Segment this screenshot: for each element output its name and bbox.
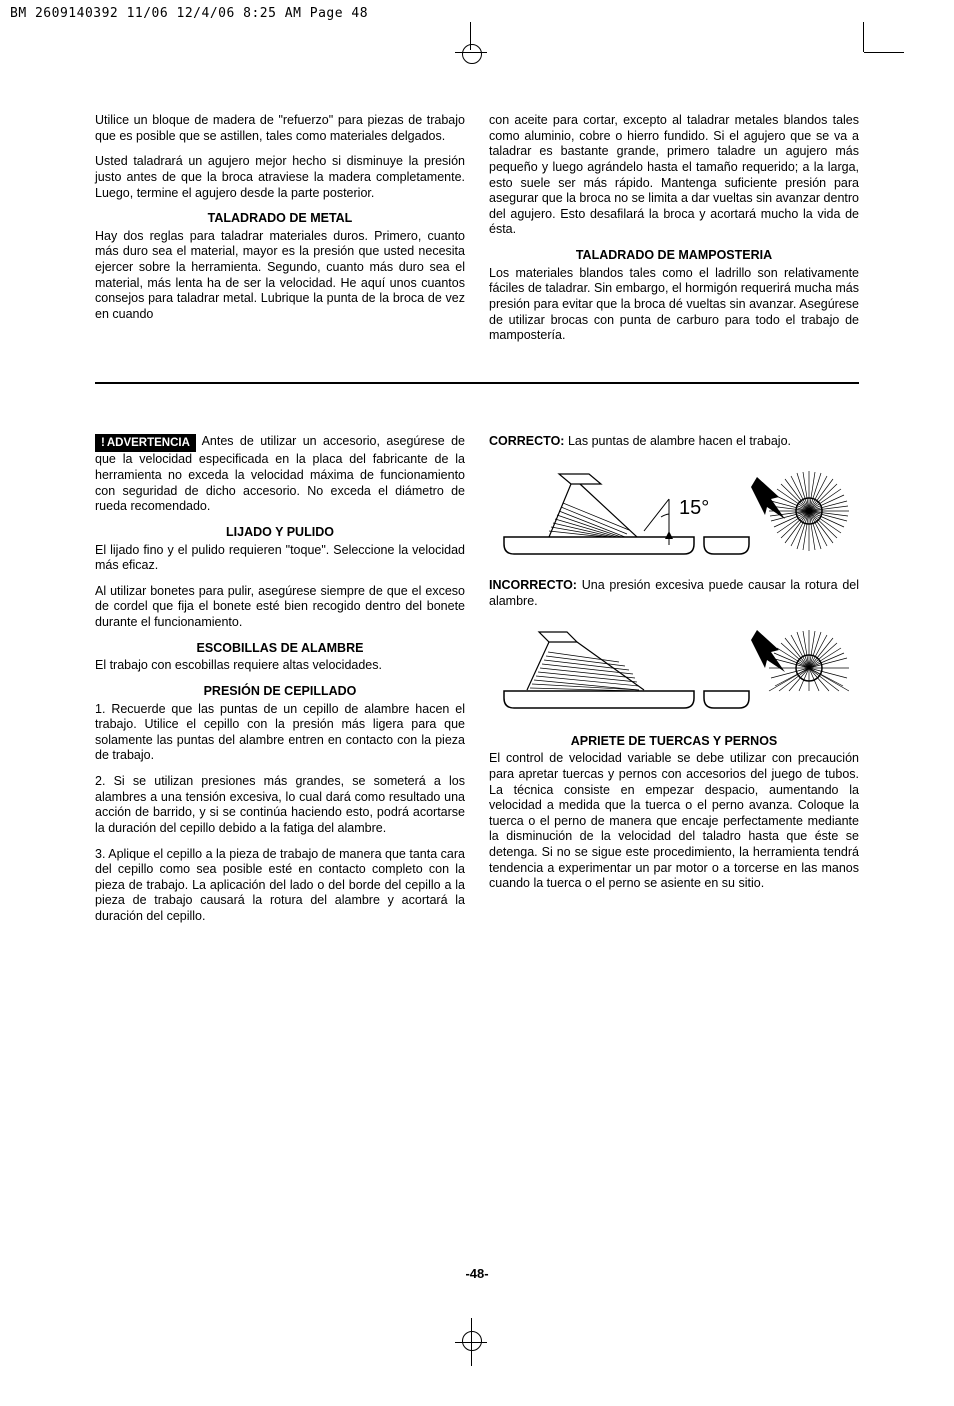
warning-triangle-icon: ! <box>101 437 105 450</box>
correct-text: Las puntas de alambre hacen el trabajo. <box>564 434 791 448</box>
incorrect-diagram-icon <box>489 620 849 720</box>
correct-label: CORRECTO: <box>489 434 564 448</box>
upper-right-col: con aceite para cortar, excepto al talad… <box>489 113 859 354</box>
incorrect-label: INCORRECTO: <box>489 578 577 592</box>
warning-label-text: ADVERTENCIA <box>107 437 190 449</box>
section-heading: APRIETE DE TUERCAS Y PERNOS <box>489 734 859 750</box>
header-filename: BM 2609140392 11/06 12/4/06 8:25 AM Page… <box>0 0 954 23</box>
paragraph: Utilice un bloque de madera de "refuerzo… <box>95 113 465 144</box>
crop-mark <box>462 44 482 64</box>
paragraph: 3. Aplique el cepillo a la pieza de trab… <box>95 847 465 925</box>
lower-right-col: CORRECTO: Las puntas de alambre hacen el… <box>489 434 859 935</box>
paragraph: Hay dos reglas para taladrar materiales … <box>95 229 465 323</box>
correct-figure: 15° <box>489 459 859 564</box>
paragraph: con aceite para cortar, excepto al talad… <box>489 113 859 238</box>
correct-caption: CORRECTO: Las puntas de alambre hacen el… <box>489 434 859 450</box>
upper-left-col: Utilice un bloque de madera de "refuerzo… <box>95 113 465 354</box>
paragraph: 1. Recuerde que las puntas de un cepillo… <box>95 702 465 765</box>
paragraph: El trabajo con escobillas requiere altas… <box>95 658 465 674</box>
page-container: BM 2609140392 11/06 12/4/06 8:25 AM Page… <box>0 0 954 1406</box>
crop-mark <box>462 1331 482 1351</box>
section-heading: TALADRADO DE METAL <box>95 211 465 227</box>
section-heading: ESCOBILLAS DE ALAMBRE <box>95 641 465 657</box>
section-heading: PRESIÓN DE CEPILLADO <box>95 684 465 700</box>
angle-label: 15° <box>679 497 709 519</box>
lower-columns: !ADVERTENCIA Antes de utilizar un acceso… <box>95 434 859 935</box>
lower-left-col: !ADVERTENCIA Antes de utilizar un acceso… <box>95 434 465 935</box>
content-area: Utilice un bloque de madera de "refuerzo… <box>0 23 954 975</box>
crop-mark <box>455 1342 487 1343</box>
paragraph: El control de velocidad variable se debe… <box>489 751 859 892</box>
paragraph: Usted taladrará un agujero mejor hecho s… <box>95 154 465 201</box>
section-heading: TALADRADO DE MAMPOSTERIA <box>489 248 859 264</box>
paragraph: El lijado fino y el pulido requieren "to… <box>95 543 465 574</box>
warning-badge: !ADVERTENCIA <box>95 434 196 453</box>
paragraph: Los materiales blandos tales como el lad… <box>489 266 859 344</box>
crop-mark <box>864 52 904 53</box>
crop-mark <box>863 22 864 52</box>
horizontal-divider <box>95 382 859 384</box>
paragraph: 2. Si se utilizan presiones más grandes,… <box>95 774 465 837</box>
page-number: -48- <box>0 1266 954 1281</box>
correct-diagram-icon: 15° <box>489 459 849 564</box>
warning-paragraph: !ADVERTENCIA Antes de utilizar un acceso… <box>95 434 465 515</box>
paragraph: Al utilizar bonetes para pulir, asegúres… <box>95 584 465 631</box>
incorrect-caption: INCORRECTO: Una presión excesiva puede c… <box>489 578 859 609</box>
upper-columns: Utilice un bloque de madera de "refuerzo… <box>95 113 859 354</box>
incorrect-figure <box>489 620 859 720</box>
crop-mark <box>455 52 487 53</box>
section-heading: LIJADO Y PULIDO <box>95 525 465 541</box>
